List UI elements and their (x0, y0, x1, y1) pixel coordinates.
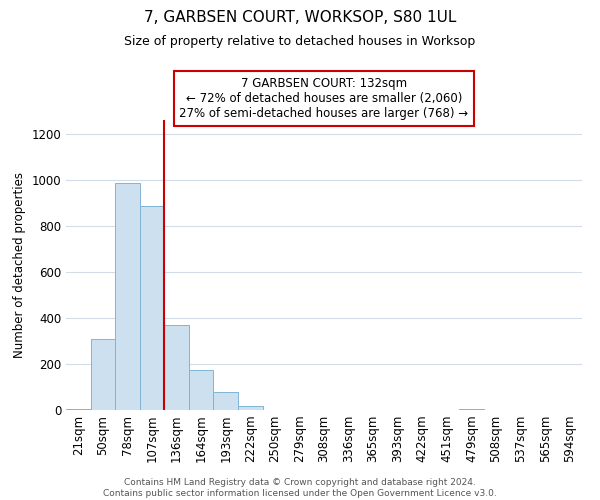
Bar (91, 338, 115, 410)
Text: Contains HM Land Registry data © Crown copyright and database right 2024.
Contai: Contains HM Land Registry data © Crown c… (103, 478, 497, 498)
Bar (214, 392, 238, 410)
Text: 7, GARBSEN COURT, WORKSOP, S80 1UL: 7, GARBSEN COURT, WORKSOP, S80 1UL (144, 10, 456, 25)
Text: 7 GARBSEN COURT: 132sqm
← 72% of detached houses are smaller (2,060)
27% of semi: 7 GARBSEN COURT: 132sqm ← 72% of detache… (179, 77, 469, 120)
Bar (164, 325, 189, 410)
Y-axis label: Number of detached properties: Number of detached properties (13, 172, 26, 358)
Text: Size of property relative to detached houses in Worksop: Size of property relative to detached ho… (124, 35, 476, 48)
Bar (238, 406, 263, 410)
Bar (459, 409, 484, 410)
Bar (189, 370, 214, 410)
Bar (140, 206, 164, 410)
Bar (115, 184, 140, 410)
Bar (66, 409, 91, 410)
